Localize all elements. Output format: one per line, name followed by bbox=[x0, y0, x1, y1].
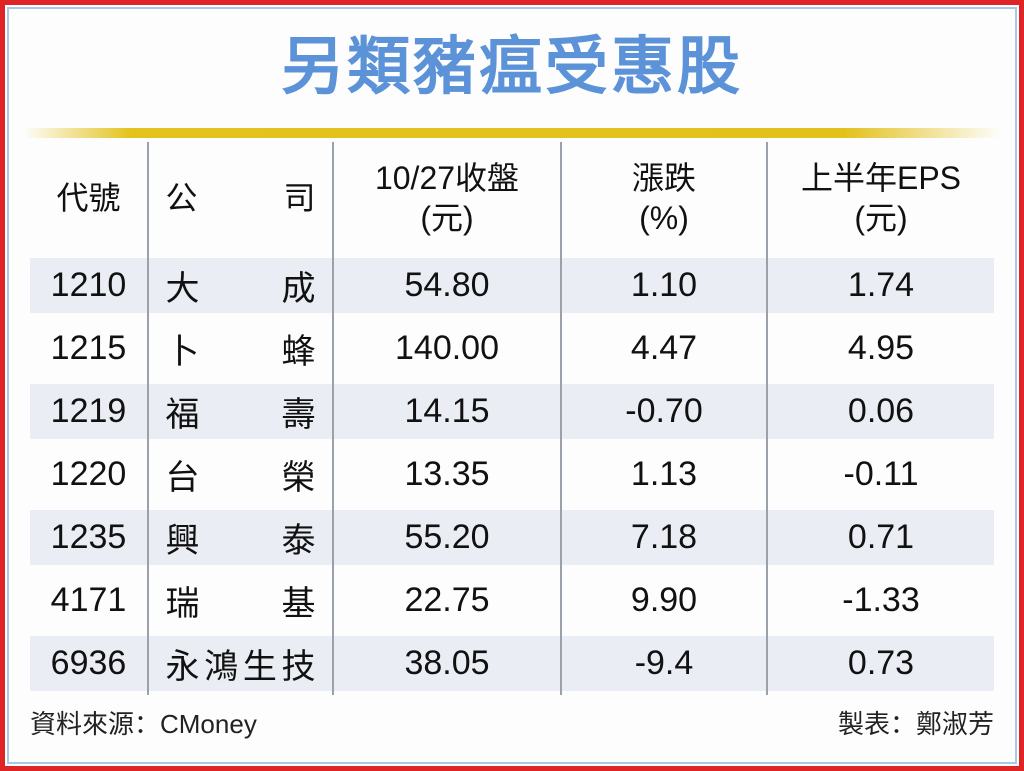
cell-close: 54.80 bbox=[334, 254, 562, 317]
cell-change: 1.13 bbox=[562, 443, 768, 506]
table-footer: 資料來源：CMoney 製表：鄭淑芳 bbox=[30, 704, 994, 741]
inner-blue-border: 另類豬瘟受惠股 代號 公司 10/27收盤 (元) 漲跌 (%) bbox=[7, 7, 1017, 764]
cell-close: 140.00 bbox=[334, 317, 562, 380]
cell-eps: -0.11 bbox=[843, 455, 919, 493]
page-title: 另類豬瘟受惠股 bbox=[281, 32, 743, 102]
cell-company: 台榮 bbox=[149, 443, 334, 506]
col-header-code: 代號 bbox=[30, 142, 149, 254]
table-row: 1219 福壽 14.15 -0.70 0.06 bbox=[30, 380, 994, 443]
table-row: 4171 瑞基 22.75 9.90 -1.33 bbox=[30, 569, 994, 632]
cell-change: 4.47 bbox=[562, 317, 768, 380]
cell-company: 瑞基 bbox=[149, 569, 334, 632]
cell-company: 興泰 bbox=[149, 506, 334, 569]
cell-change: 7.18 bbox=[562, 506, 768, 569]
cell-close: 38.05 bbox=[334, 632, 562, 695]
cell-company: 大成 bbox=[149, 254, 334, 317]
cell-company: 福壽 bbox=[149, 380, 334, 443]
table-header-row: 代號 公司 10/27收盤 (元) 漲跌 (%) 上半年EPS (元) bbox=[30, 142, 994, 254]
credit-note: 製表：鄭淑芳 bbox=[837, 709, 994, 739]
cell-code: 1235 bbox=[30, 506, 149, 569]
cell-eps: 0.06 bbox=[847, 392, 915, 430]
cell-close: 22.75 bbox=[334, 569, 562, 632]
table-row: 6936 永鴻生技 38.05 -9.4 0.73 bbox=[30, 632, 994, 695]
table-row: 1235 興泰 55.20 7.18 0.71 bbox=[30, 506, 994, 569]
cell-close: 13.35 bbox=[334, 443, 562, 506]
table-row: 1215 卜蜂 140.00 4.47 4.95 bbox=[30, 317, 994, 380]
cell-company: 卜蜂 bbox=[149, 317, 334, 380]
col-header-company: 公司 bbox=[149, 142, 334, 254]
cell-code: 4171 bbox=[30, 569, 149, 632]
cell-code: 6936 bbox=[30, 632, 149, 695]
cell-eps: 0.73 bbox=[847, 644, 915, 682]
col-header-close: 10/27收盤 (元) bbox=[334, 142, 562, 254]
title-underline-bar bbox=[23, 128, 1001, 138]
cell-change: 9.90 bbox=[562, 569, 768, 632]
cell-code: 1210 bbox=[30, 254, 149, 317]
cell-change: -9.4 bbox=[562, 632, 768, 695]
cell-eps: 1.74 bbox=[847, 266, 915, 304]
table-row: 1220 台榮 13.35 1.13 -0.11 bbox=[30, 443, 994, 506]
cell-eps: -1.33 bbox=[842, 581, 920, 619]
cell-change: -0.70 bbox=[562, 380, 768, 443]
cell-code: 1215 bbox=[30, 317, 149, 380]
col-header-change: 漲跌 (%) bbox=[562, 142, 768, 254]
cell-close: 14.15 bbox=[334, 380, 562, 443]
col-header-eps: 上半年EPS (元) bbox=[800, 160, 962, 236]
cell-code: 1220 bbox=[30, 443, 149, 506]
stock-table: 代號 公司 10/27收盤 (元) 漲跌 (%) 上半年EPS (元) bbox=[30, 142, 994, 695]
cell-company: 永鴻生技 bbox=[149, 632, 334, 695]
cell-code: 1219 bbox=[30, 380, 149, 443]
cell-eps: 4.95 bbox=[847, 329, 915, 367]
cell-close: 55.20 bbox=[334, 506, 562, 569]
cell-eps: 0.71 bbox=[847, 518, 915, 556]
cell-change: 1.10 bbox=[562, 254, 768, 317]
source-note: 資料來源：CMoney bbox=[30, 709, 257, 739]
table-row: 1210 大成 54.80 1.10 1.74 bbox=[30, 254, 994, 317]
